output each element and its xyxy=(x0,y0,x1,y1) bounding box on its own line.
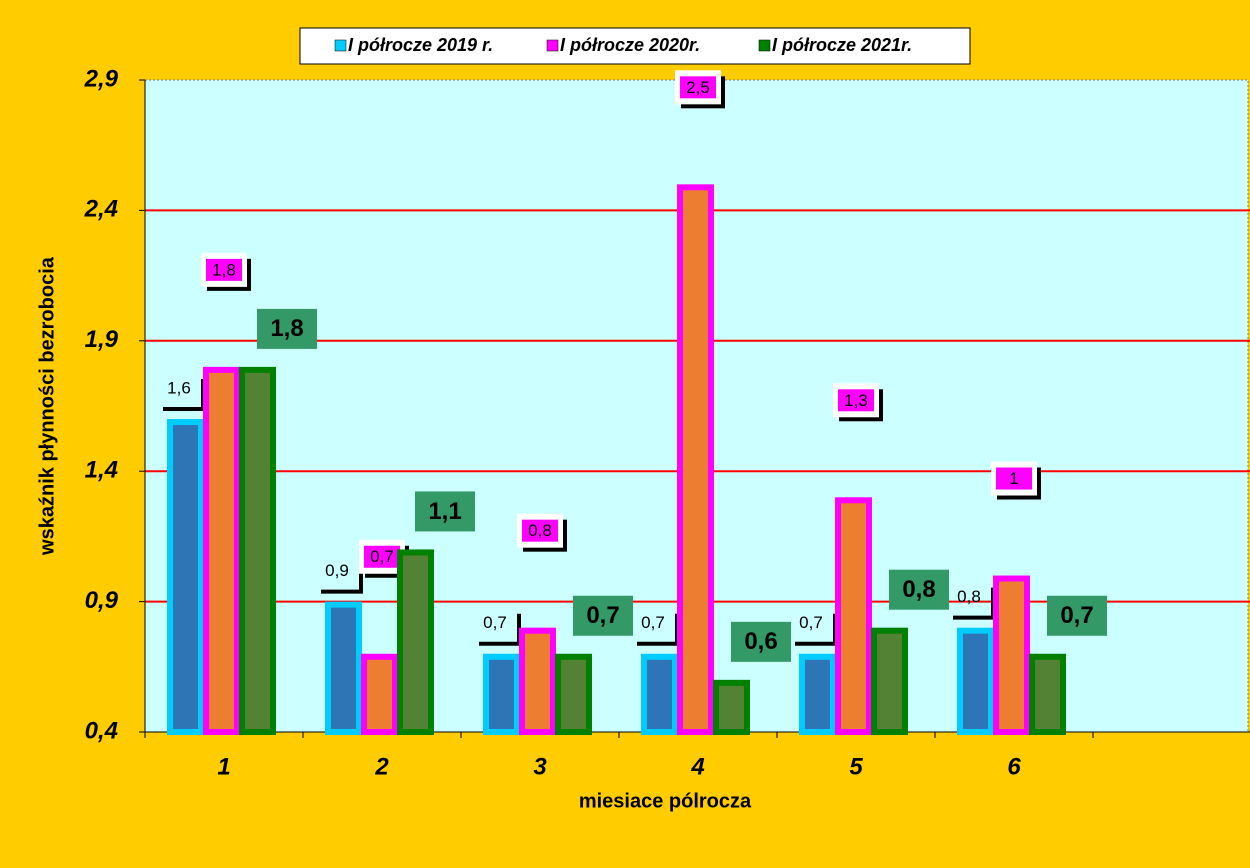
y-axis-title: wskaźnik płynności bezrobocia xyxy=(36,256,58,556)
legend-label: I półrocze 2021r. xyxy=(772,35,912,55)
label-box xyxy=(573,595,633,636)
label-fill xyxy=(522,519,558,542)
bar xyxy=(993,575,1030,736)
x-tick-label: 4 xyxy=(690,753,704,780)
legend-swatch xyxy=(334,39,347,52)
label-box xyxy=(257,308,317,349)
label-box xyxy=(889,569,949,610)
data-label: 0,7 xyxy=(641,613,665,632)
x-tick-label: 3 xyxy=(533,753,547,780)
y-tick-label: 1,9 xyxy=(85,326,119,353)
bar xyxy=(799,653,836,736)
data-label: 0,7 xyxy=(483,613,507,632)
data-label: 1,6 xyxy=(167,379,191,398)
data-label: 0,8 xyxy=(902,576,935,603)
y-tick-label: 2,4 xyxy=(84,196,118,223)
x-axis-title: miesiace pólrocza xyxy=(579,790,752,812)
data-label: 1,3 xyxy=(844,391,868,410)
bar xyxy=(361,653,398,736)
bar xyxy=(519,627,556,735)
bar xyxy=(397,549,434,735)
y-tick-label: 0,4 xyxy=(85,717,118,744)
bar xyxy=(555,653,592,736)
label-fill xyxy=(680,76,716,99)
data-label: 1,8 xyxy=(212,260,236,279)
label-box xyxy=(1047,595,1107,636)
y-tick-label: 1,4 xyxy=(85,457,118,484)
data-label: 1,1 xyxy=(428,498,461,525)
legend-swatch xyxy=(546,39,559,52)
label-box xyxy=(415,491,475,532)
bar xyxy=(239,366,276,735)
legend-label: I półrocze 2020r. xyxy=(560,35,700,55)
data-label: 0,9 xyxy=(325,561,349,580)
bar xyxy=(641,653,678,736)
bar xyxy=(677,184,714,735)
label-box xyxy=(731,621,791,662)
data-label: 1 xyxy=(1009,469,1018,488)
legend-swatch xyxy=(758,39,771,52)
bar xyxy=(325,601,362,735)
label-fill xyxy=(364,545,400,568)
y-tick-label: 0,9 xyxy=(85,587,119,614)
data-label: 0,7 xyxy=(799,613,823,632)
data-label: 1,8 xyxy=(270,315,303,342)
x-tick-label: 5 xyxy=(849,753,863,780)
data-label: 0,6 xyxy=(744,628,777,655)
data-label: 0,7 xyxy=(1060,602,1093,629)
y-tick-label: 2,9 xyxy=(84,65,119,92)
x-tick-label: 1 xyxy=(217,753,230,780)
data-label: 2,5 xyxy=(686,78,710,97)
bar xyxy=(957,627,994,735)
legend xyxy=(299,27,971,65)
legend-label: I półrocze 2019 r. xyxy=(348,35,493,55)
x-tick-label: 2 xyxy=(374,753,389,780)
bar xyxy=(483,653,520,736)
data-label: 0,8 xyxy=(528,521,552,540)
bar xyxy=(1029,653,1066,736)
bar xyxy=(167,419,204,735)
bar xyxy=(713,679,750,736)
data-label: 0,7 xyxy=(586,602,619,629)
data-label: 0,7 xyxy=(370,547,394,566)
data-label: 0,8 xyxy=(957,587,981,606)
label-fill xyxy=(206,258,242,281)
bar xyxy=(835,497,872,735)
label-fill xyxy=(838,389,874,412)
x-tick-label: 6 xyxy=(1007,753,1021,780)
bar xyxy=(203,366,240,735)
label-fill xyxy=(996,467,1032,490)
bar xyxy=(871,627,908,735)
